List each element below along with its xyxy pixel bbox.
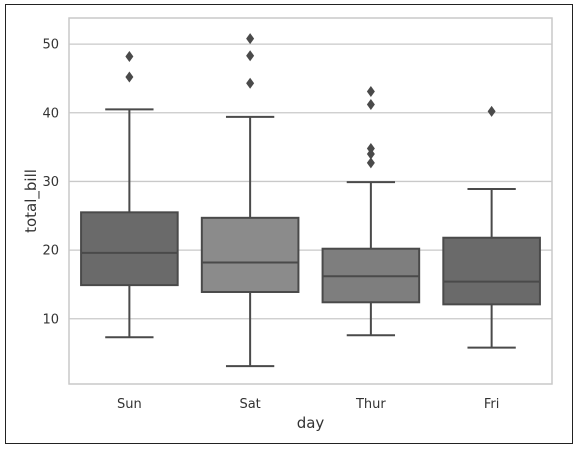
outlier-point [125,50,134,62]
box-iqr [200,216,300,293]
box-fri [442,105,541,349]
plot-area [68,17,553,385]
outlier-point [366,99,375,111]
box-iqr [442,236,541,306]
outlier-point [487,105,496,117]
y-tick-labels: 10 20 30 40 50 [42,38,59,328]
outlier-point [246,77,255,89]
box-sun [80,50,179,339]
y-tick-label: 10 [42,312,59,327]
outlier-point [366,157,375,169]
outlier-point [125,71,134,83]
outlier-point [246,50,255,62]
x-tick-label: Thur [355,397,386,412]
boxes-layer [80,33,541,368]
y-tick-label: 40 [42,106,59,121]
x-tick-label: Fri [484,397,500,412]
y-tick-label: 30 [42,175,59,190]
outlier-point [366,142,375,154]
y-tick-label: 20 [42,244,59,259]
y-tick-label: 50 [42,38,59,53]
outlier-point [366,85,375,97]
x-tick-labels: Sun Sat Thur Fri [117,397,499,412]
box-sat [200,33,300,368]
outlier-point [246,33,255,45]
x-axis-label: day [297,414,325,432]
box-iqr [80,211,179,287]
y-axis-label: total_bill [22,169,41,233]
box-thur [321,85,421,337]
x-tick-label: Sat [239,397,260,412]
x-tick-label: Sun [117,397,142,412]
